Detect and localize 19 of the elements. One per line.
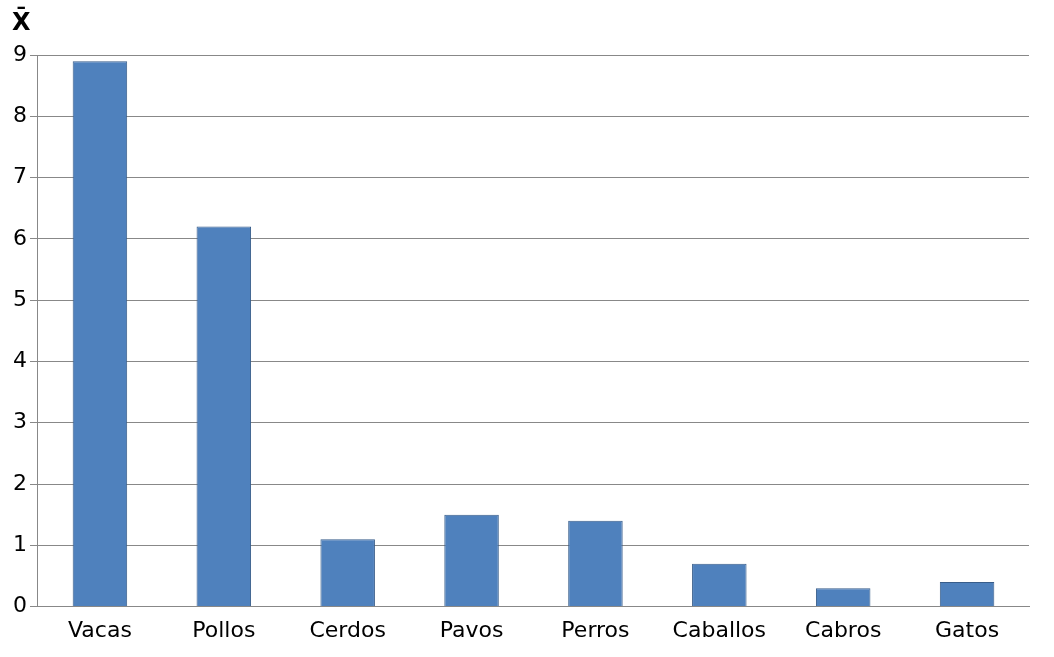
x-tick-label: Perros	[561, 616, 630, 642]
y-tick-label: 1	[13, 531, 27, 557]
y-tick-label: 3	[13, 408, 27, 434]
y-axis-title: X̄	[12, 5, 31, 37]
x-tick-label: Cerdos	[309, 616, 386, 642]
y-tick-label: 5	[13, 285, 27, 311]
x-tick-label: Cabros	[805, 616, 882, 642]
y-tick-label: 8	[13, 102, 27, 128]
x-tick-label: Caballos	[672, 616, 767, 642]
y-tick-label: 2	[13, 469, 27, 495]
y-tick-label: 6	[13, 224, 27, 250]
y-tick-label: 9	[13, 40, 27, 66]
y-tick-label: 7	[13, 163, 27, 189]
x-tick-label: Gatos	[935, 616, 1000, 642]
x-tick-label: Pavos	[439, 616, 504, 642]
y-tick-label: 0	[13, 592, 27, 618]
x-tick-label: Pollos	[192, 616, 256, 642]
y-tick-label: 4	[13, 347, 27, 373]
x-tick-label: Vacas	[68, 616, 132, 642]
